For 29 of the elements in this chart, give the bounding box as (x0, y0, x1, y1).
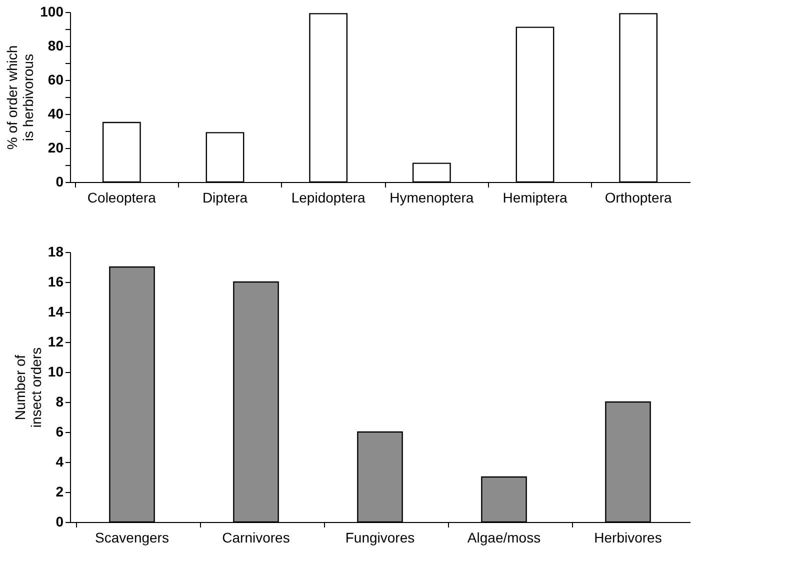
x-tick-label: Hemiptera (502, 190, 568, 206)
y-tick-label: 10 (48, 364, 64, 380)
y-tick-label: 14 (48, 304, 64, 320)
y-tick-label: 16 (48, 274, 64, 290)
x-tick-label: Carnivores (222, 530, 290, 546)
y-tick-label: 18 (48, 244, 64, 260)
y-tick-label: 12 (48, 334, 64, 350)
y-axis-title: Number of insect orders (12, 347, 44, 428)
x-tick-label: Fungivores (345, 530, 415, 546)
x-tick-label: Scavengers (95, 530, 169, 546)
y-tick-label: 8 (56, 394, 64, 410)
y-tick-label: 60 (48, 72, 64, 88)
y-tick-label: 0 (56, 514, 64, 530)
y-axis-title: % of order which is herbivorous (4, 45, 36, 150)
x-tick-label: Diptera (202, 190, 248, 206)
y-tick-label: 0 (56, 174, 64, 190)
y-tick-label: 2 (56, 484, 64, 500)
y-tick-label: 80 (48, 38, 64, 54)
x-tick-label: Hymenoptera (390, 190, 474, 206)
y-tick-label: 40 (48, 106, 64, 122)
y-tick-label: 6 (56, 424, 64, 440)
x-tick-label: Lepidoptera (291, 190, 366, 206)
x-tick-label: Coleoptera (87, 190, 156, 206)
x-tick-label: Herbivores (594, 530, 662, 546)
x-tick-label: Algae/moss (467, 530, 541, 546)
y-tick-label: 20 (48, 140, 64, 156)
y-tick-label: 100 (40, 4, 64, 20)
x-tick-label: Orthoptera (604, 190, 672, 206)
y-tick-label: 4 (56, 454, 64, 470)
